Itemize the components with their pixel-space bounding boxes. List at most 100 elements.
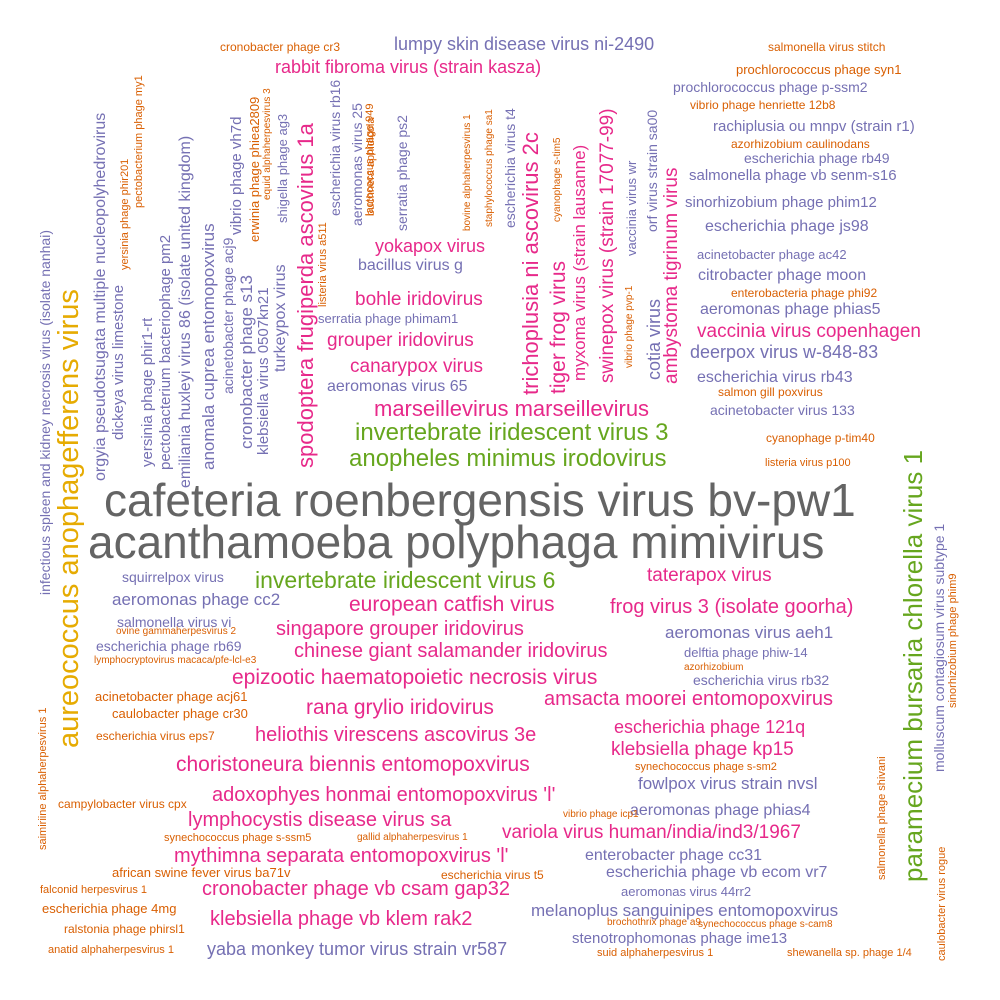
word: escherichia virus eps7 (96, 729, 215, 743)
word: aeromonas virus 65 (327, 378, 468, 395)
word: acinetobacter phage acj61 (95, 689, 248, 704)
word: escherichia phage vb ecom vr7 (606, 864, 828, 881)
word: sinorhizobium phage phim12 (685, 194, 877, 211)
word: cronobacter phage cr3 (220, 40, 341, 54)
word: escherichia virus t5 (441, 868, 544, 882)
word: escherichia virus rb16 (327, 79, 343, 216)
word: chinese giant salamander iridovirus (294, 640, 608, 662)
word: cafeteria roenbergensis virus bv-pw1 (104, 474, 856, 526)
word: orgyia pseudotsugata multiple nucleopoly… (92, 112, 109, 481)
word: brochothrix phage a9 (607, 917, 701, 928)
word: pectobacterium phage my1 (133, 75, 145, 208)
word: serratia phage phimam1 (318, 311, 459, 326)
word: vibrio phage henriette 12b8 (690, 98, 836, 112)
word: cronobacter phage vb csam gap32 (202, 878, 510, 900)
word: european catfish virus (349, 593, 555, 616)
word: vibrio phage icp1 (563, 809, 639, 820)
word: tiger frog virus (547, 260, 570, 394)
word: ralstonia phage phirsl1 (64, 922, 185, 936)
word: anomala cuprea entomopoxvirus (199, 223, 218, 470)
word: acanthamoeba polyphaga mimivirus (88, 516, 825, 568)
word: bovine alphaherpesvirus 1 (462, 114, 473, 231)
word: shigella phage ag3 (275, 113, 290, 223)
word: rana grylio iridovirus (306, 696, 494, 719)
word: suid alphaherpesvirus 1 (597, 947, 714, 959)
word: azorhizobium (684, 662, 744, 673)
word: orf virus strain sa00 (644, 109, 660, 232)
word: melanoplus sanguinipes entomopoxvirus (531, 901, 839, 920)
word: yersinia phage phir1-rt (139, 317, 156, 467)
word: vibrio phage pvp-1 (624, 285, 635, 368)
word: cyanophage p-tim40 (766, 431, 875, 445)
word: squirrelpox virus (122, 569, 224, 585)
word: lymphocystis disease virus sa (188, 809, 452, 831)
word: aureococcus anophagefferens virus (53, 289, 85, 748)
word: azorhizobium caulinodans (731, 137, 870, 151)
word: salmonella virus vi (117, 614, 232, 630)
word: enterobacter phage cc31 (585, 847, 763, 864)
word: yaba monkey tumor virus strain vr587 (207, 939, 508, 959)
word: taterapox virus (647, 565, 772, 586)
word: escherichia virus rb43 (697, 369, 853, 386)
word: pectobacterium bacteriophage pm2 (157, 234, 174, 470)
word: turkeypox virus (272, 264, 289, 372)
word: aeromonas phage cc2 (112, 590, 281, 609)
word: infectious spleen and kidney necrosis vi… (37, 230, 53, 595)
word: synechococcus phage s-sm2 (635, 761, 777, 773)
word: erwinia phage phiea2809 (247, 96, 262, 242)
word: caulobacter virus rogue (936, 846, 948, 961)
word: swinepox virus (strain 17077-99) (597, 108, 618, 383)
word: emiliania huxleyi virus 86 (isolate unit… (177, 135, 194, 488)
word: marseillevirus marseillevirus (374, 396, 650, 421)
word: bacillus virus g (358, 257, 463, 274)
word: salmonella phage shivani (876, 756, 888, 880)
word: delftia phage phiw-14 (684, 645, 808, 660)
word: yersinia phage phir201 (119, 158, 131, 270)
word: deerpox virus w-848-83 (690, 342, 879, 362)
word: escherichia virus rb32 (693, 672, 830, 688)
word: choristoneura biennis entomopoxvirus (176, 753, 530, 776)
word: african swine fever virus ba71v (112, 865, 291, 880)
word: vaccinia virus copenhagen (697, 321, 921, 342)
word: molluscum contagiosum virus subtype 1 (931, 523, 947, 772)
word: escherichia phage rb69 (96, 638, 242, 654)
word: grouper iridovirus (327, 330, 474, 351)
word: salmon gill poxvirus (718, 385, 823, 399)
word: prochlorococcus phage p-ssm2 (673, 79, 868, 95)
word: escherichia phage 121q (614, 717, 806, 737)
word: prochlorococcus phage syn1 (736, 62, 902, 77)
word: shewanella sp. phage 1/4 (787, 947, 912, 959)
word: fowlpox virus strain nvsl (638, 774, 818, 793)
word: staphylococcus phage sa1 (484, 109, 495, 227)
word: aeromonas virus 25 (349, 103, 365, 226)
word: yokapox virus (375, 236, 486, 256)
word: listeria virus p100 (765, 457, 851, 469)
word: vaccinia virus wr (624, 160, 639, 256)
word: citrobacter phage moon (698, 267, 867, 284)
word: equid alphaherpesvirus 3 (262, 88, 273, 200)
word: escherichia virus t4 (502, 108, 518, 228)
word: klebsiella phage kp15 (611, 739, 794, 760)
word: invertebrate iridescent virus 6 (255, 567, 556, 593)
word: salmonella phage vb senm-s16 (689, 167, 897, 184)
word: escherichia phage 4mg (42, 901, 177, 916)
word: singapore grouper iridovirus (276, 618, 524, 640)
word: synechococcus phage s-cam8 (698, 919, 833, 930)
word: spodoptera frugiperda ascovirus 1a (293, 123, 318, 468)
word: dickeya virus limestone (110, 284, 127, 440)
word: cronobacter phage s13 (237, 275, 256, 449)
word: escherichia phage rb49 (744, 150, 890, 166)
word: rabbit fibroma virus (strain kasza) (275, 57, 542, 77)
word: anatid alphaherpesvirus 1 (48, 944, 174, 956)
word: serratia phage ps2 (394, 115, 410, 231)
word: klebsiella virus 0507kn21 (255, 287, 272, 455)
word: bohle iridovirus (355, 289, 483, 310)
word: sinorhizobium phage phim9 (947, 573, 959, 708)
word: salmonella virus stitch (768, 40, 886, 54)
word: campylobacter virus cpx (58, 797, 187, 811)
word: acinetobacter phage ac42 (697, 247, 847, 262)
word: paramecium bursaria chlorella virus 1 (898, 449, 928, 882)
word: cyanophage s-tim5 (552, 137, 563, 223)
word: epizootic haematopoietic necrosis virus (232, 666, 598, 689)
word: ambystoma tigrinum virus (661, 167, 682, 384)
